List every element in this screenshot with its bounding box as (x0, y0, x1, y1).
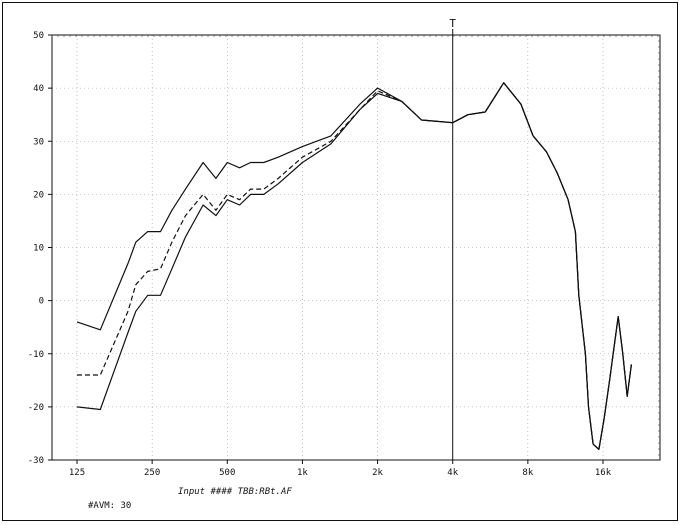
y-tick-label: -10 (28, 350, 44, 360)
series-line-3 (76, 82, 632, 450)
grid (52, 35, 660, 460)
y-tick-label: 30 (33, 137, 44, 147)
y-tick-label: 50 (33, 31, 44, 41)
x-tick-label: 125 (69, 468, 85, 478)
x-tick-label: 16k (595, 468, 612, 478)
y-tick-label: 10 (33, 244, 44, 254)
series-group (76, 82, 632, 450)
y-tick-label: 0 (39, 297, 44, 307)
x-tick-label: 1k (297, 468, 308, 478)
y-tick-label: 20 (33, 190, 44, 200)
chart-frame (2, 2, 678, 521)
marker: T (449, 17, 456, 460)
marker-label: T (449, 17, 456, 30)
x-tick-label: 250 (144, 468, 160, 478)
input-caption: Input #### TBB:RBt.AF (178, 487, 292, 497)
y-tick-label: -30 (28, 456, 44, 466)
x-tick-label: 4k (447, 468, 458, 478)
x-tick-label: 8k (522, 468, 533, 478)
x-tick-label: 500 (219, 468, 235, 478)
series-line-2 (77, 82, 632, 450)
x-tick-label: 2k (372, 468, 383, 478)
average-caption: #AVM: 30 (88, 501, 132, 511)
y-tick-label: -20 (28, 403, 44, 413)
y-tick-label: 40 (33, 84, 44, 94)
series-line-1 (76, 82, 632, 450)
axis-ticks: 50 40 30 20 10 0 -10 -20 -30 125 250 500 1k 2k 4k 8k 16k (28, 31, 660, 478)
